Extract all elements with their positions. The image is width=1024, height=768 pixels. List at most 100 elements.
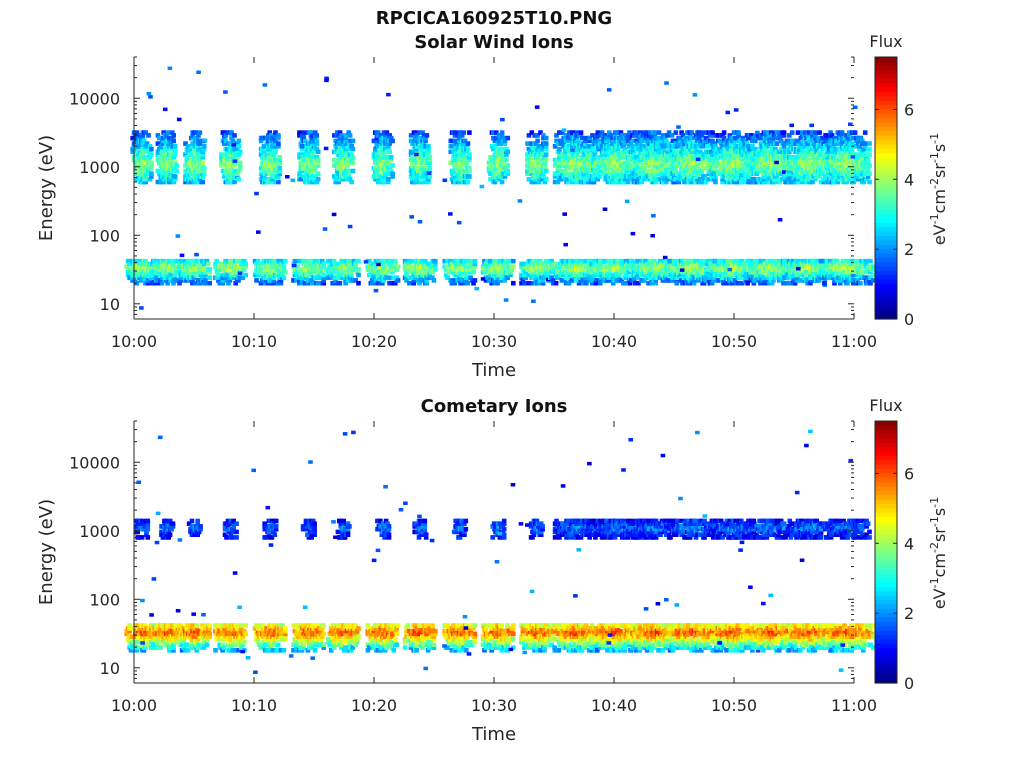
flux-cell [675,144,680,149]
flux-cell [561,144,566,149]
flux-cell [158,278,163,283]
flux-cell [611,157,616,163]
flux-cell [592,152,598,157]
flux-cell [195,261,201,267]
flux-cell [263,176,268,182]
flux-cell [578,146,584,152]
flux-cell [659,174,665,179]
flux-cell [321,278,326,283]
flux-cell [127,275,132,280]
flux-cell [159,152,165,157]
flux-cell [631,144,637,149]
flux-cell [717,138,722,144]
flux-cell [630,267,635,272]
flux-cell [260,278,265,283]
flux-cell [543,135,549,141]
flux-cell [159,267,165,272]
flux-cell [423,135,428,141]
flux-cell [258,166,264,171]
flux-cell [488,176,493,182]
flux-cell [648,174,653,179]
flux-cell [373,149,378,155]
flux-cell [232,179,237,185]
flux-cell [268,133,274,138]
flux-cell [594,160,599,166]
flux-cell [337,135,343,141]
flux-cell [313,144,318,149]
flux-cell [315,171,321,176]
flux-cell [200,160,206,166]
flux-cell [662,272,667,278]
flux-cell [418,176,424,182]
flux-cell [201,146,207,152]
flux-cell [663,168,669,174]
flux-cell [452,149,458,155]
flux-cell [729,269,735,275]
flux-cell [461,261,466,267]
flux-cell [499,146,505,152]
flux-cell [591,155,596,160]
flux-cell [606,88,612,92]
flux-cell [233,267,238,272]
flux-cell [670,163,676,168]
flux-cell [696,278,701,283]
flux-cell [604,141,609,146]
flux-cell [649,272,654,278]
flux-cell [621,138,626,144]
flux-cell [492,138,498,144]
flux-cell [452,130,458,135]
flux-cell [237,275,243,280]
flux-cell [543,141,549,146]
flux-cell [134,146,140,152]
flux-cell [141,149,147,155]
flux-cell [571,144,577,149]
flux-cell [599,275,604,280]
flux-cell [499,155,505,160]
flux-cell [307,149,312,155]
flux-cell [313,166,318,171]
flux-cell [700,272,705,278]
flux-cell [575,149,581,155]
flux-cell [311,179,317,185]
flux-cell [266,138,271,144]
flux-cell [334,264,340,269]
flux-cell [712,275,718,280]
flux-cell [468,261,473,267]
flux-cell [187,144,193,149]
flux-cell [601,160,606,166]
flux-cell [674,275,680,280]
flux-cell [732,278,738,283]
flux-cell [565,166,571,171]
flux-cell [635,141,640,146]
flux-cell [226,163,231,168]
flux-cell [501,157,506,163]
flux-cell [143,174,148,179]
flux-cell [641,278,647,283]
flux-cell [270,138,275,144]
flux-cell [659,264,664,269]
flux-cell [698,176,703,182]
flux-cell [561,141,566,146]
flux-cell [690,157,696,163]
flux-cell [703,160,709,166]
flux-cell [179,253,185,258]
flux-cell [572,272,578,278]
flux-cell [194,176,200,182]
flux-cell [742,272,748,278]
flux-cell [679,174,684,179]
flux-cell [606,269,612,275]
flux-cell [687,144,693,149]
flux-cell [137,155,143,160]
flux-cell [327,264,332,269]
flux-cell [499,133,505,138]
flux-cell [589,267,594,272]
flux-cell [640,155,646,160]
flux-cell [313,135,318,141]
flux-cell [532,179,537,185]
panel-solar-wind-ions: Solar Wind Ions 10:00 10:10 10:20 10:30 10:4… [36,32,949,381]
flux-cell [172,152,178,157]
flux-cell [457,179,462,185]
flux-cell [709,264,715,269]
flux-cell [594,171,600,176]
flux-cell [636,179,642,185]
